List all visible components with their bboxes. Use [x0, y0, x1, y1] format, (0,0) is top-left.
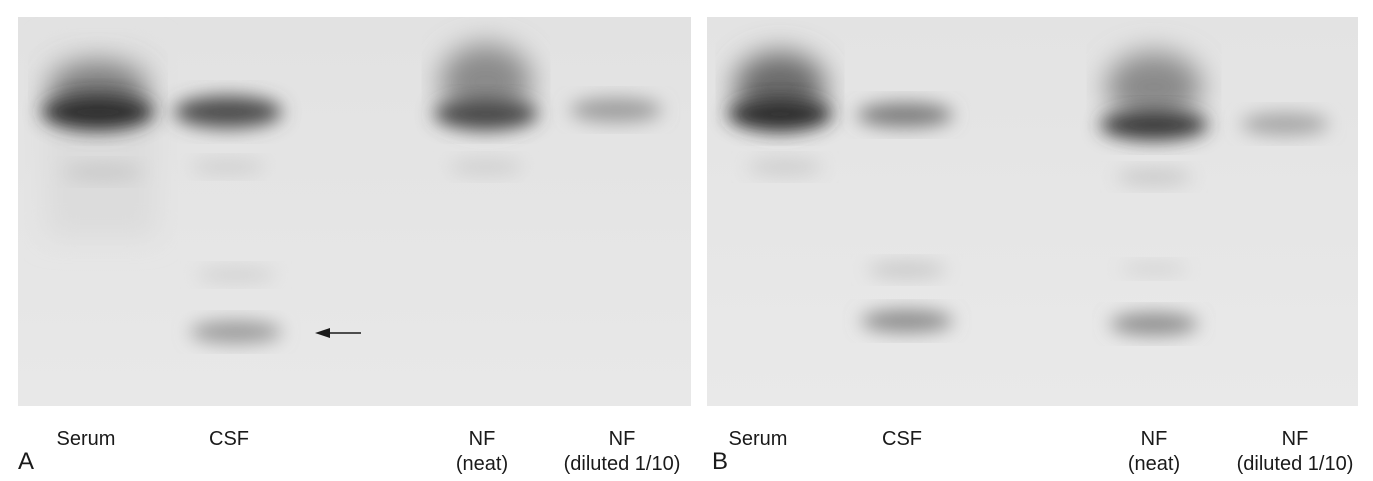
lane-label-nf-neat-a: NF (neat) [455, 428, 509, 475]
gel-panel-b [707, 17, 1358, 406]
gel-image-a [18, 17, 691, 406]
lane-label-serum-a: Serum [56, 428, 116, 450]
lane-nf-diluted-b [1241, 113, 1329, 135]
lane-nf-neat-a [434, 44, 538, 175]
lane-label-serum-b: Serum [728, 428, 788, 450]
lane-label-nf-diluted-b: NF (diluted 1/10) [1236, 428, 1354, 475]
panel-letter-b: B [712, 448, 729, 475]
lane-serum-b [728, 52, 832, 175]
lane-csf-b [857, 103, 953, 332]
panel-letter-a: A [18, 448, 35, 475]
gel-image-b [707, 17, 1358, 406]
lane-serum-a [42, 47, 156, 237]
lane-nf-diluted-a [570, 98, 662, 122]
lane-label-csf-a: CSF [209, 428, 249, 450]
lane-csf-a [174, 96, 282, 343]
lane-label-nf-neat-b: NF (neat) [1127, 428, 1181, 475]
gel-panel-a [18, 17, 691, 406]
arrow-icon [315, 328, 361, 338]
lane-nf-neat-b [1100, 52, 1208, 335]
lane-label-nf-diluted-a: NF (diluted 1/10) [563, 428, 681, 475]
lane-label-csf-b: CSF [882, 428, 922, 450]
